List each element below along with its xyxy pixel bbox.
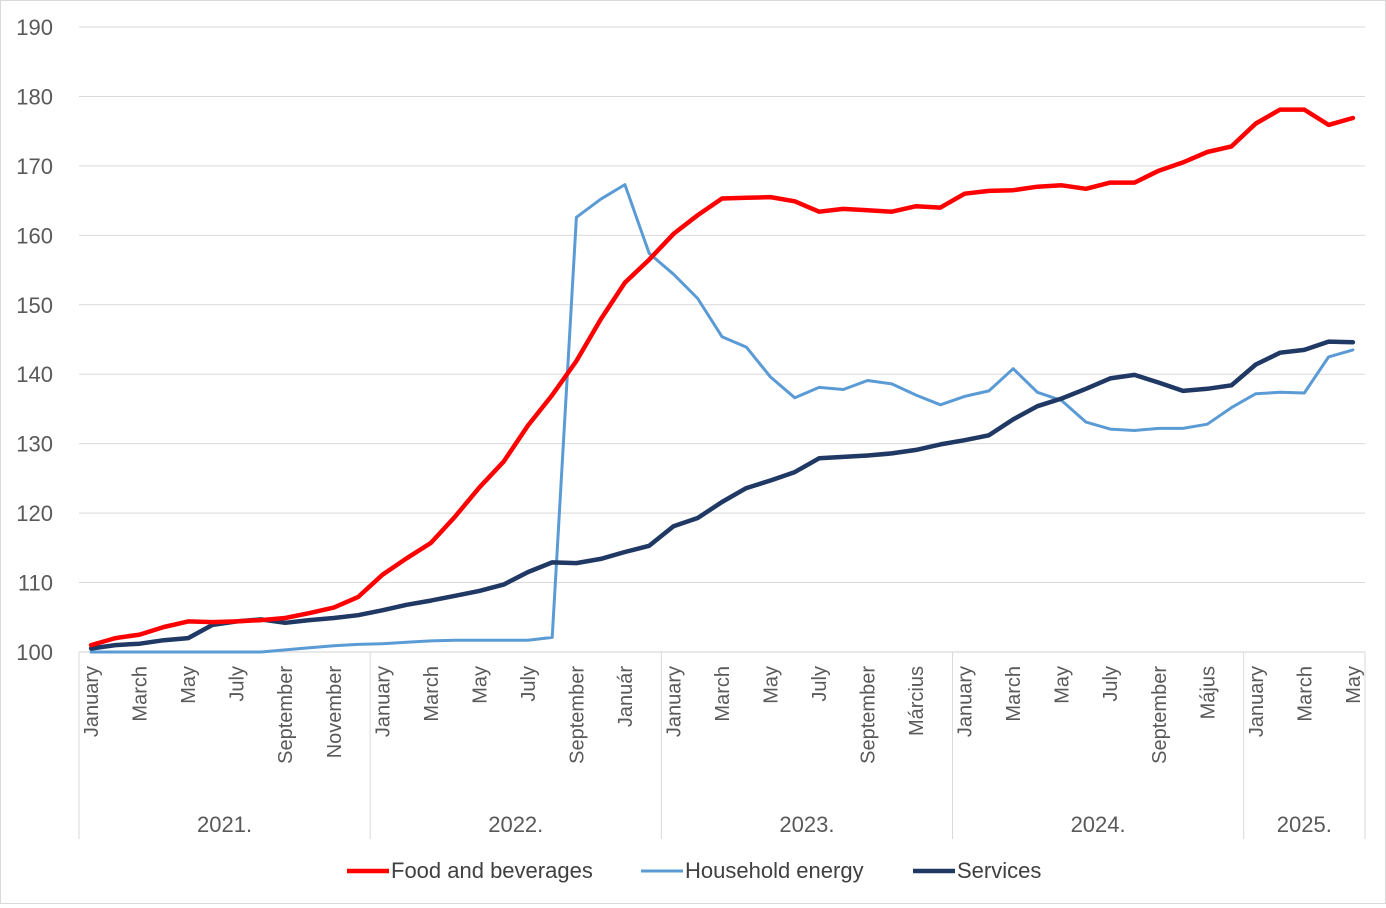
x-axis: January March May July September November 2021…: [78, 651, 1366, 839]
year-label: 2024.: [1071, 812, 1126, 837]
series-lines: [88, 107, 1356, 654]
x-tick-label: May: [1052, 666, 1074, 704]
x-tick-label: January: [372, 666, 394, 737]
y-tick-label: 160: [16, 223, 53, 248]
year-label: 2021.: [197, 812, 252, 837]
y-tick-label: 150: [16, 293, 53, 318]
x-tick-label: March: [421, 666, 443, 722]
y-axis-ticks: 100 110 120 130 140 150 160 170 180 190: [16, 15, 53, 665]
x-tick-label: May: [1343, 666, 1365, 704]
legend-label: Services: [957, 858, 1041, 883]
x-tick-label: January: [1246, 666, 1268, 737]
x-tick-label: July: [227, 666, 249, 702]
x-tick-label: Március: [906, 666, 928, 736]
x-tick-label: July: [518, 666, 540, 702]
series-line-services: [88, 339, 1356, 651]
series-line-food-and-beverages: [88, 107, 1356, 648]
x-tick-label: March: [130, 666, 152, 722]
x-tick-label: July: [1100, 666, 1122, 702]
y-tick-label: 190: [16, 15, 53, 40]
legend-label: Household energy: [685, 858, 864, 883]
x-tick-label: January: [663, 666, 685, 737]
x-tick-label: September: [275, 666, 297, 764]
x-tick-label: Május: [1197, 666, 1219, 719]
y-tick-label: 130: [16, 432, 53, 457]
x-tick-label: March: [1003, 666, 1025, 722]
x-tick-label: November: [324, 666, 346, 759]
x-tick-label: March: [712, 666, 734, 722]
y-tick-label: 110: [18, 571, 53, 596]
series-line-household-energy: [89, 183, 1355, 654]
y-tick-label: 170: [16, 154, 53, 179]
x-tick-label: July: [809, 666, 831, 702]
x-tick-label: March: [1294, 666, 1316, 722]
x-tick-label: May: [761, 666, 783, 704]
y-tick-label: 120: [16, 501, 53, 526]
y-tick-label: 180: [16, 84, 53, 109]
x-tick-label: September: [858, 666, 880, 764]
x-tick-label: Január: [615, 666, 637, 727]
x-tick-label: May: [178, 666, 200, 704]
legend: Food and beverages Household energy Servic…: [347, 858, 1041, 883]
x-tick-label: September: [1149, 666, 1171, 764]
year-label: 2023.: [779, 812, 834, 837]
x-tick-label: September: [566, 666, 588, 764]
y-tick-label: 100: [16, 640, 53, 665]
year-label: 2022.: [488, 812, 543, 837]
x-tick-label: May: [469, 666, 491, 704]
y-tick-label: 140: [16, 362, 53, 387]
legend-label: Food and beverages: [391, 858, 593, 883]
x-tick-label: January: [955, 666, 977, 737]
x-tick-label: January: [81, 666, 103, 737]
gridlines: [79, 26, 1365, 653]
year-label: 2025.: [1277, 812, 1332, 837]
